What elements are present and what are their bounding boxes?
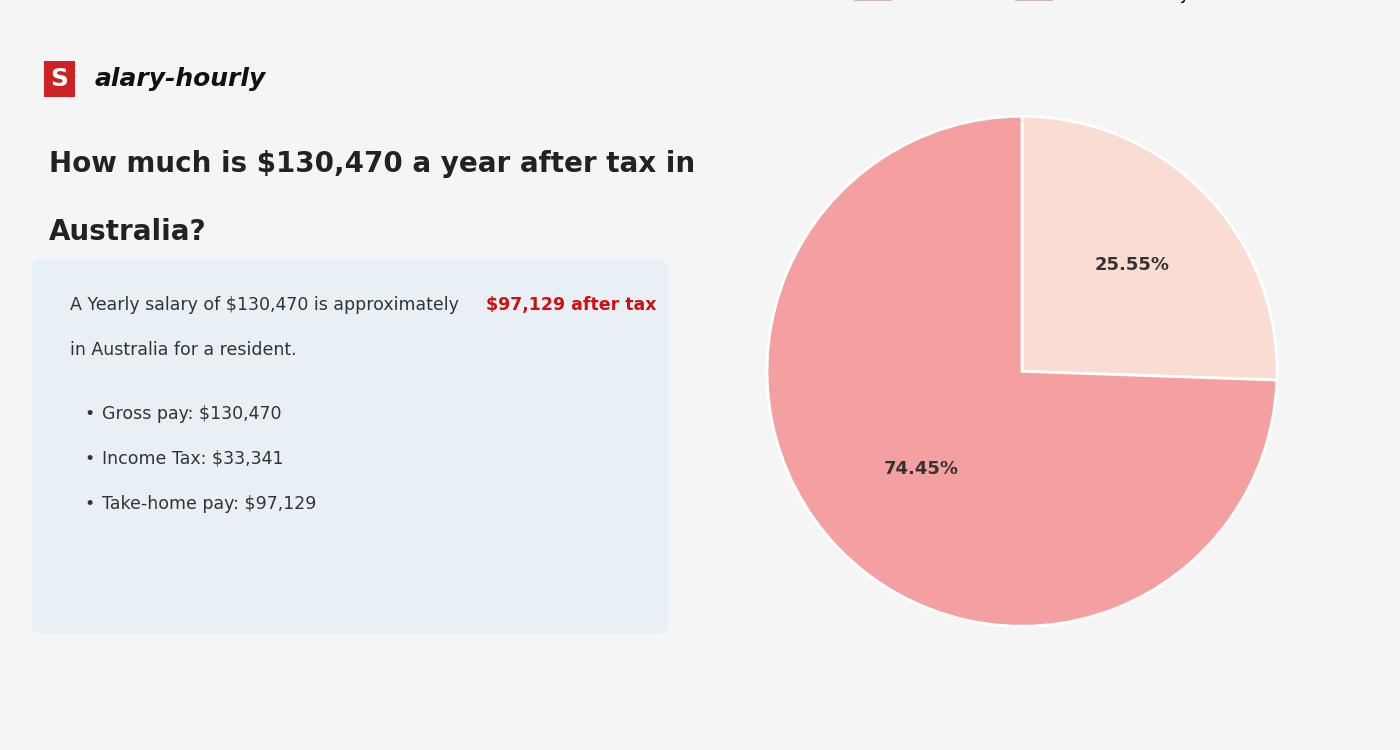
Text: Gross pay: $130,470: Gross pay: $130,470	[101, 405, 281, 423]
Text: 25.55%: 25.55%	[1095, 256, 1169, 274]
Text: alary-hourly: alary-hourly	[95, 67, 266, 91]
Text: $97,129 after tax: $97,129 after tax	[487, 296, 657, 314]
Wedge shape	[767, 116, 1277, 626]
Wedge shape	[1022, 116, 1277, 380]
Text: How much is $130,470 a year after tax in: How much is $130,470 a year after tax in	[49, 150, 696, 178]
Text: Take-home pay: $97,129: Take-home pay: $97,129	[101, 495, 316, 513]
Text: •: •	[84, 405, 94, 423]
Text: S: S	[50, 67, 69, 91]
Text: in Australia for a resident.: in Australia for a resident.	[70, 341, 297, 359]
Text: 74.45%: 74.45%	[883, 460, 959, 478]
Text: Australia?: Australia?	[49, 217, 207, 245]
Text: A Yearly salary of $130,470 is approximately: A Yearly salary of $130,470 is approxima…	[70, 296, 465, 314]
Text: •: •	[84, 450, 94, 468]
Text: Income Tax: $33,341: Income Tax: $33,341	[101, 450, 283, 468]
Text: •: •	[84, 495, 94, 513]
Legend: Income Tax, Take-home Pay: Income Tax, Take-home Pay	[848, 0, 1196, 9]
FancyBboxPatch shape	[31, 259, 669, 634]
